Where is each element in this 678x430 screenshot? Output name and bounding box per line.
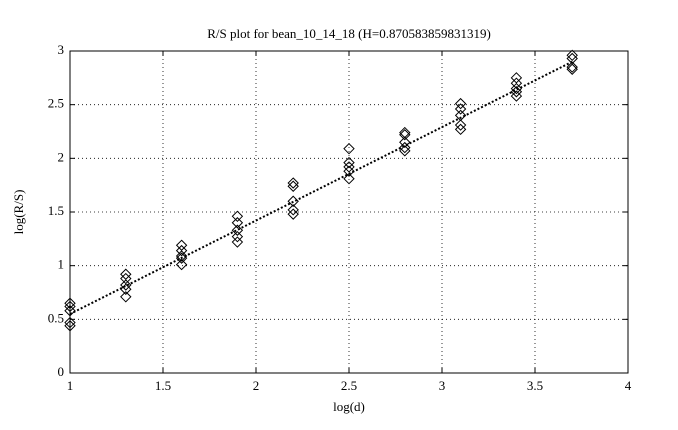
plot-frame — [69, 50, 629, 374]
data-point — [399, 136, 411, 148]
data-point — [120, 268, 132, 280]
data-point — [510, 77, 523, 89]
x-tick-label: 3.5 — [527, 378, 543, 393]
x-tick-label: 4 — [625, 378, 632, 393]
y-tick-label: 1.5 — [48, 203, 64, 218]
data-point — [231, 224, 244, 236]
data-point — [566, 61, 578, 73]
data-point — [64, 297, 76, 309]
x-tick-label: 3 — [439, 378, 446, 393]
data-point — [343, 161, 355, 173]
data-point — [510, 72, 523, 84]
data-point — [64, 320, 76, 332]
data-point — [454, 123, 467, 136]
data-point — [175, 250, 188, 262]
data-point — [64, 300, 76, 313]
data-point — [287, 208, 299, 220]
data-point — [399, 141, 411, 154]
data-point — [454, 103, 467, 115]
data-point — [399, 129, 411, 141]
x-tick-label: 1 — [67, 378, 74, 393]
data-point — [175, 239, 188, 251]
data-point — [231, 210, 244, 223]
data-point — [454, 119, 467, 131]
data-point — [510, 86, 523, 98]
x-tick-label: 1.5 — [155, 378, 171, 393]
chart-title: R/S plot for bean_10_14_18 (H=0.87058385… — [207, 26, 491, 41]
data-point — [120, 279, 132, 291]
y-tick-label: 2.5 — [48, 96, 64, 111]
data-point — [175, 244, 188, 257]
data-point — [343, 165, 355, 177]
data-point — [231, 230, 244, 243]
data-point — [231, 217, 244, 229]
data-point — [287, 180, 299, 192]
data-point — [510, 82, 523, 95]
data-point — [287, 204, 299, 216]
x-axis-label: log(d) — [333, 399, 365, 414]
data-point — [510, 90, 523, 102]
data-point — [287, 177, 299, 189]
data-point — [566, 63, 578, 75]
y-tick-label: 2 — [58, 149, 65, 164]
data-point — [454, 97, 467, 110]
data-point — [120, 283, 132, 295]
y-tick-label: 1 — [58, 257, 65, 272]
data-point — [343, 156, 355, 169]
data-point — [566, 49, 578, 62]
y-tick-label: 0.5 — [48, 310, 64, 325]
x-tick-label: 2 — [253, 378, 260, 393]
y-axis-label: log(R/S) — [11, 190, 26, 235]
data-point — [343, 173, 355, 185]
data-point — [64, 305, 76, 317]
fit-line — [69, 60, 573, 315]
data-point — [120, 291, 132, 303]
y-tick-label: 3 — [58, 42, 65, 57]
data-point — [399, 145, 411, 157]
data-point — [120, 272, 132, 285]
data-point — [231, 236, 244, 248]
data-point — [343, 142, 355, 155]
y-tick-label: 0 — [58, 364, 65, 379]
data-point — [64, 316, 76, 329]
data-point — [566, 52, 578, 65]
data-point — [175, 258, 188, 271]
x-tick-label: 2.5 — [341, 378, 357, 393]
